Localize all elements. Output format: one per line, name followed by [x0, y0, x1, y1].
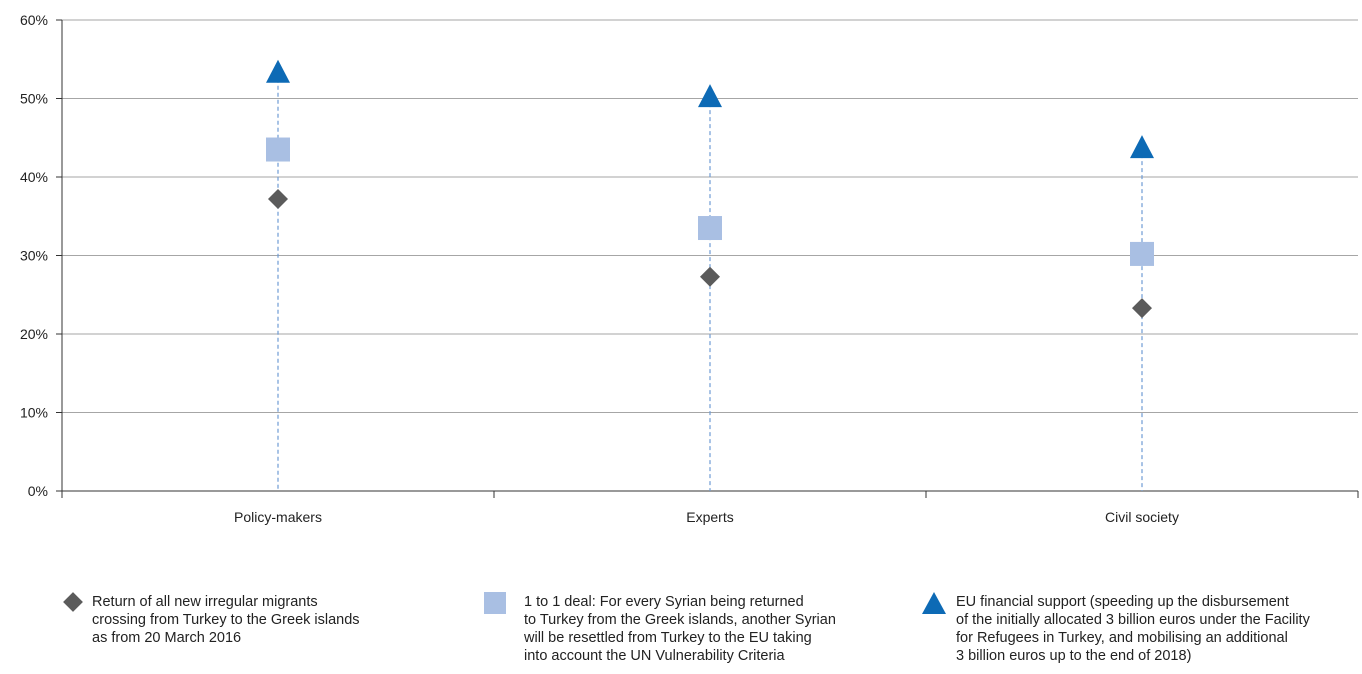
data-point-return — [1132, 298, 1152, 319]
y-tick-label: 30% — [20, 248, 48, 264]
legend-label-financial: EU financial support (speeding up the di… — [956, 594, 1310, 664]
legend-label-return: Return of all new irregular migrants cro… — [92, 594, 360, 646]
y-tick-label: 50% — [20, 91, 48, 107]
chart-plot-area: 0% 10% 20% 30% 40% 50% 60% Policy-makers Experts… — [20, 12, 1359, 525]
legend-diamond-marker — [63, 592, 83, 612]
data-point-one_to_one — [266, 137, 290, 162]
x-tick-label: Experts — [686, 509, 733, 525]
data-point-one_to_one — [698, 216, 722, 241]
y-tick-label: 20% — [20, 326, 48, 342]
x-tick-label: Civil society — [1105, 509, 1179, 525]
data-point-return — [700, 266, 720, 287]
y-tick-label: 60% — [20, 12, 48, 28]
legend-square-marker — [484, 592, 506, 614]
data-point-return — [268, 188, 288, 209]
y-tick-label: 40% — [20, 169, 48, 185]
data-point-financial — [698, 84, 722, 108]
y-tick-label: 0% — [28, 483, 48, 499]
x-tick-label: Policy-makers — [234, 509, 322, 525]
data-point-financial — [1130, 135, 1154, 159]
data-point-one_to_one — [1130, 241, 1154, 266]
legend-label-one-to-one: 1 to 1 deal: For every Syrian being retu… — [524, 594, 836, 664]
data-point-financial — [266, 59, 290, 83]
y-tick-label: 10% — [20, 405, 48, 421]
legend-triangle-marker — [922, 592, 946, 614]
